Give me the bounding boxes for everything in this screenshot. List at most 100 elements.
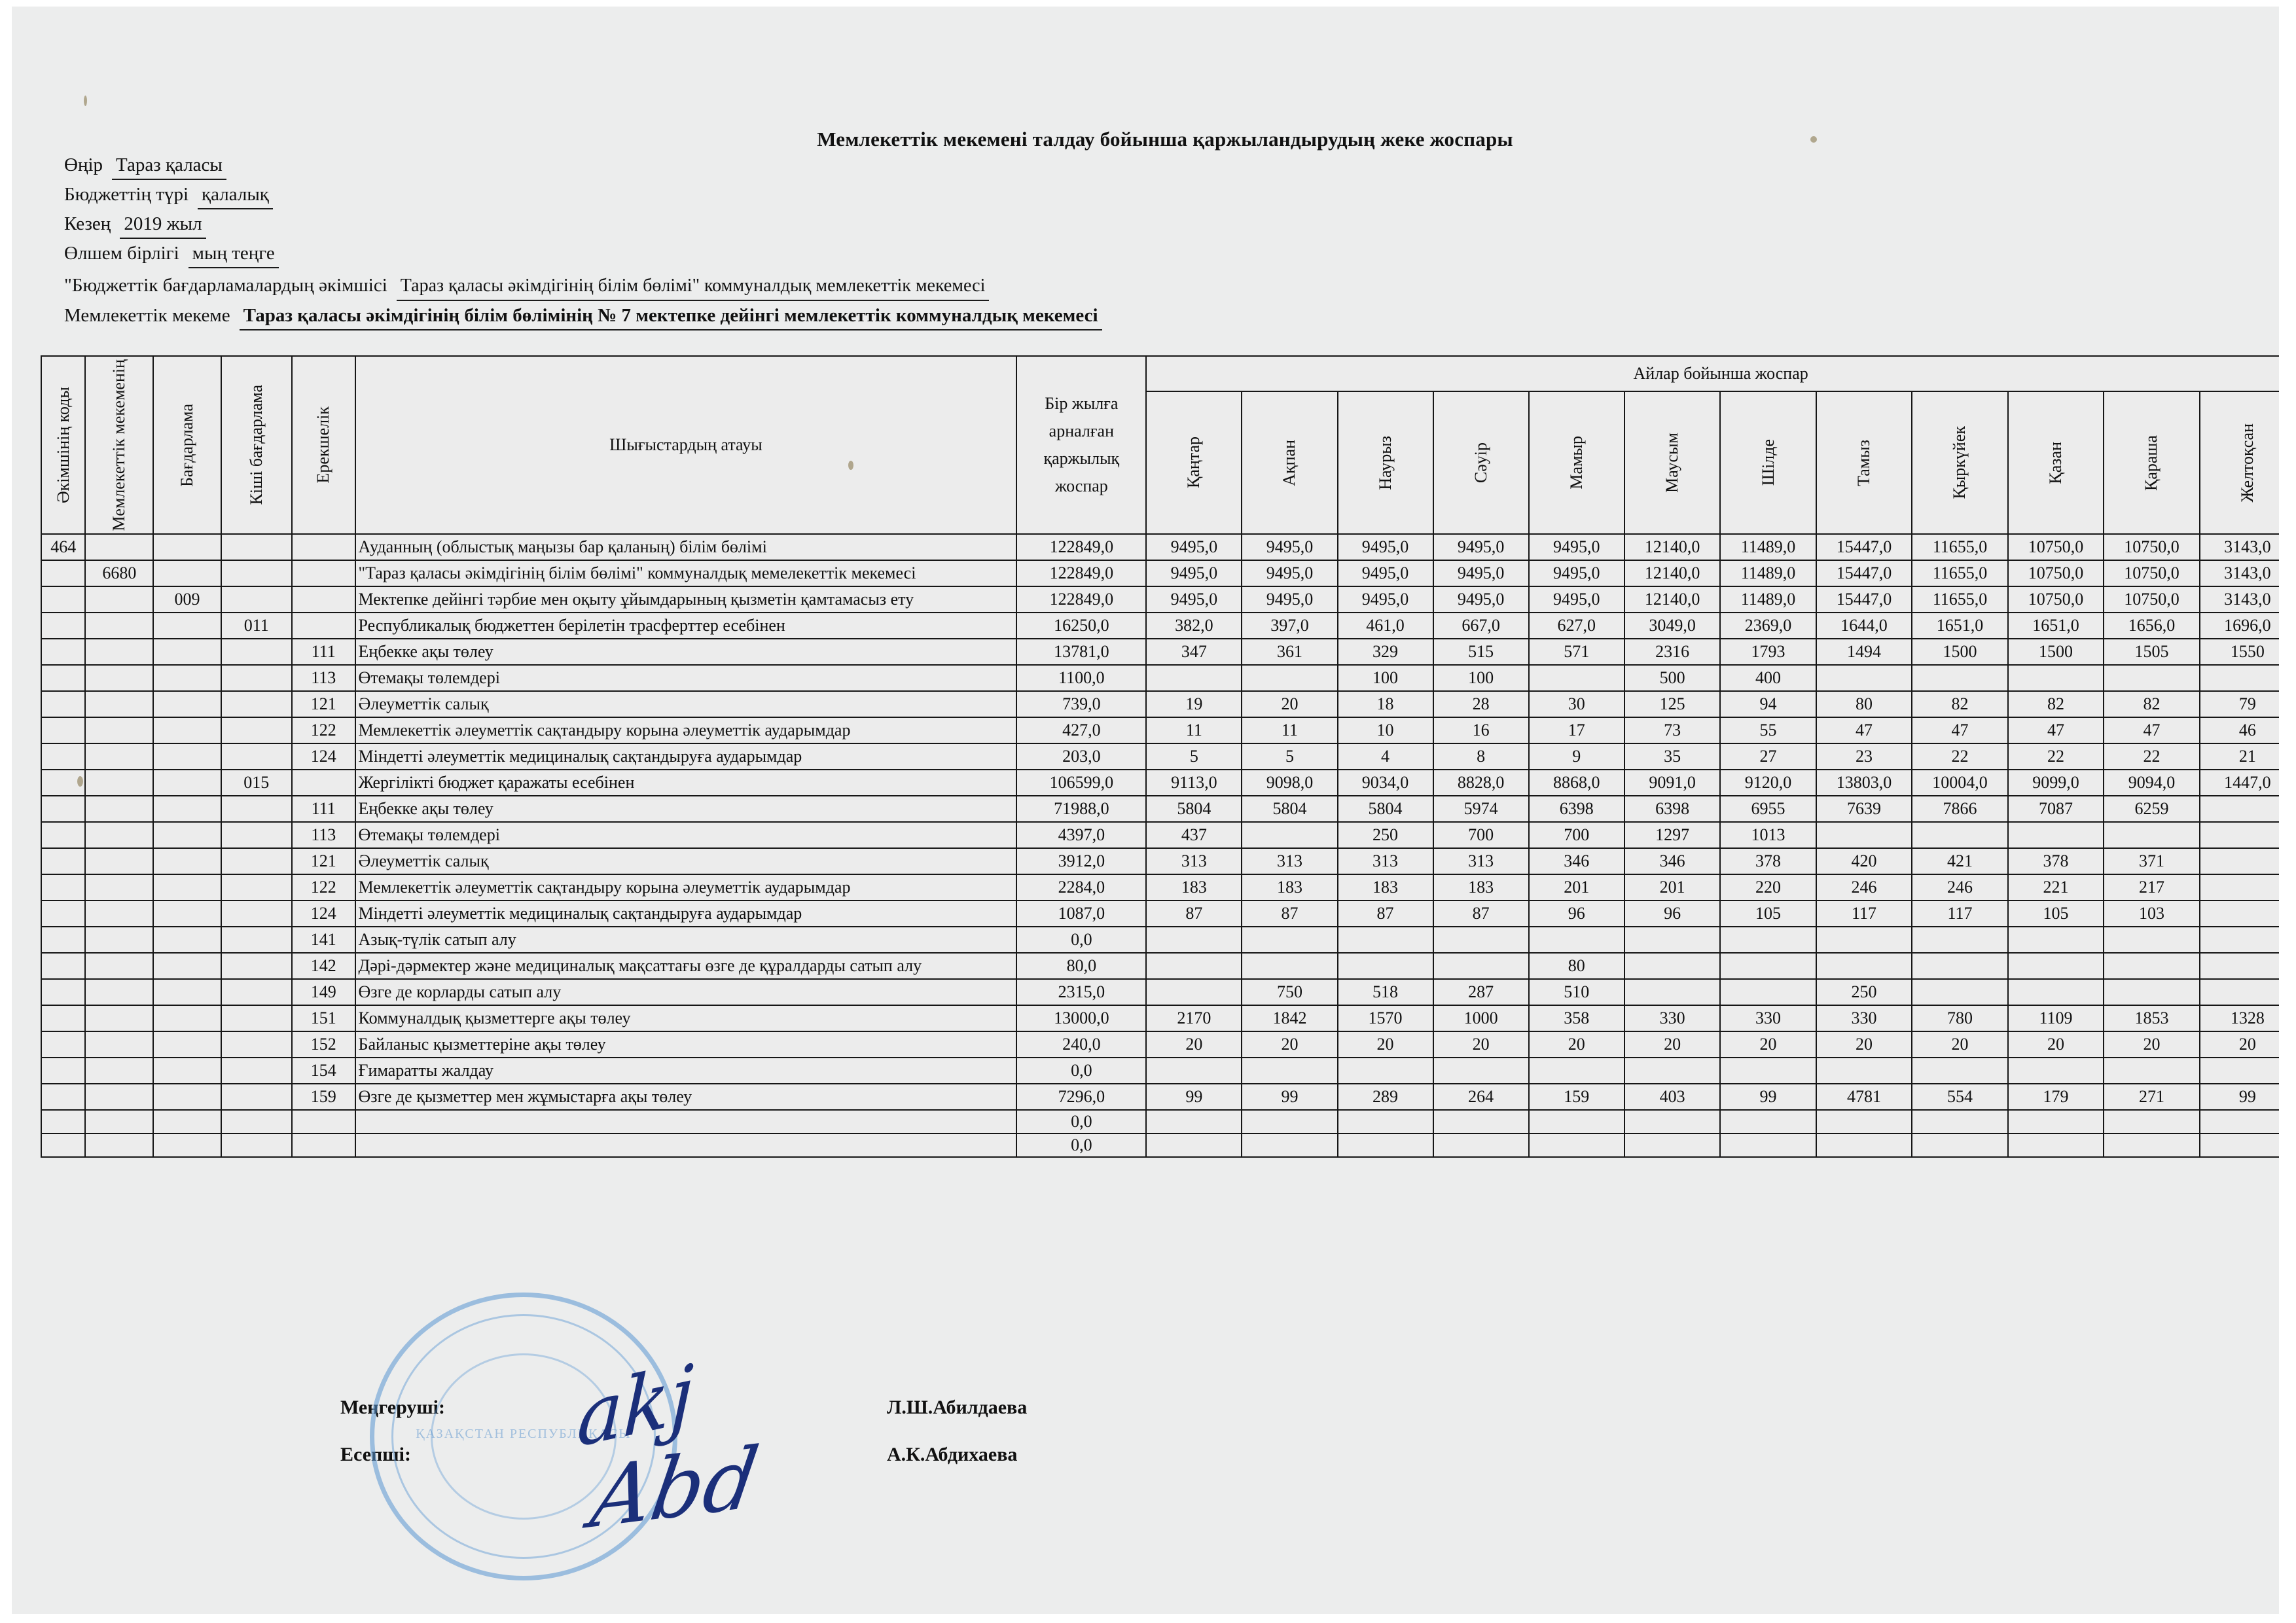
cell-month-3: 9034,0 — [1336, 769, 1434, 796]
cell-month-5: 9 — [1528, 743, 1625, 770]
cell-month-10 — [2007, 926, 2105, 954]
cell-month-4: 287 — [1432, 978, 1530, 1006]
cell-admin-code — [40, 821, 86, 849]
cell-month-9: 1500 — [1911, 638, 2009, 666]
cell-program — [152, 847, 222, 875]
cell-month-12 — [2198, 952, 2296, 980]
cell-month-12: 21 — [2198, 743, 2296, 770]
cell-subprogram — [220, 664, 293, 692]
cell-month-3: 461,0 — [1336, 612, 1434, 639]
cell-specificity — [291, 1109, 356, 1134]
cell-month-7 — [1719, 1057, 1817, 1084]
cell-month-11: 1505 — [2103, 638, 2200, 666]
cell-month-6 — [1623, 978, 1721, 1006]
cell-subprogram — [220, 1109, 293, 1134]
header-annual-plan: Бір жылға арналған қаржылық жоспар — [1016, 355, 1147, 535]
cell-admin-code: 464 — [40, 533, 86, 561]
cell-month-7: 9120,0 — [1719, 769, 1817, 796]
cell-month-2 — [1241, 821, 1338, 849]
cell-subprogram — [220, 1005, 293, 1032]
cell-month-12: 20 — [2198, 1031, 2296, 1058]
cell-annual-plan: 4397,0 — [1016, 821, 1147, 849]
cell-specificity: 121 — [291, 690, 356, 718]
cell-month-11: 10750,0 — [2103, 560, 2200, 587]
cell-month-4: 100 — [1432, 664, 1530, 692]
cell-month-6 — [1623, 952, 1721, 980]
table-row: 6680 "Тараз қаласы әкімдігінің білім бөлі… — [40, 560, 2296, 587]
table-row: 0,0 — [40, 1109, 2296, 1134]
cell-month-4 — [1432, 952, 1530, 980]
cell-state-institution — [84, 1031, 154, 1058]
cell-state-institution — [84, 717, 154, 744]
meta-administrator-value: Тараз қаласы әкімдігінің білім бөлімі" к… — [396, 273, 990, 301]
cell-month-9 — [1911, 1057, 2009, 1084]
cell-month-12: 1447,0 — [2198, 769, 2296, 796]
cell-month-7: 11489,0 — [1719, 586, 1817, 613]
cell-month-12 — [2198, 1133, 2296, 1158]
cell-specificity: 111 — [291, 795, 356, 823]
cell-month-3: 9495,0 — [1336, 533, 1434, 561]
cell-month-7: 20 — [1719, 1031, 1817, 1058]
cell-subprogram — [220, 1057, 293, 1084]
cell-program — [152, 743, 222, 770]
cell-month-4: 1000 — [1432, 1005, 1530, 1032]
header-month-6: Маусым — [1623, 391, 1721, 535]
cell-month-2: 20 — [1241, 690, 1338, 718]
cell-month-1: 9113,0 — [1145, 769, 1243, 796]
cell-admin-code — [40, 690, 86, 718]
cell-month-10: 22 — [2007, 743, 2105, 770]
cell-program — [152, 952, 222, 980]
cell-expense-name: Мемлекеттік әлеуметтік сақтандыру корына… — [354, 717, 1018, 744]
cell-month-1 — [1145, 1133, 1243, 1158]
cell-month-5: 700 — [1528, 821, 1625, 849]
cell-month-8 — [1815, 821, 1913, 849]
header-month-9: Қыркүйек — [1911, 391, 2009, 535]
cell-month-1: 9495,0 — [1145, 533, 1243, 561]
cell-specificity: 122 — [291, 874, 356, 901]
cell-month-11: 10750,0 — [2103, 586, 2200, 613]
cell-specificity: 113 — [291, 821, 356, 849]
financing-plan-table: Әкімшінің коды Мемлекеттік мекеменің Бағ… — [40, 355, 2296, 1158]
cell-month-12 — [2198, 664, 2296, 692]
cell-annual-plan: 7296,0 — [1016, 1083, 1147, 1111]
cell-month-12: 1328 — [2198, 1005, 2296, 1032]
cell-expense-name: Мектепке дейінгі тәрбие мен оқыту ұйымда… — [354, 586, 1018, 613]
table-row: 113 Өтемақы төлемдері 1100,0 100 100 500 400 — [40, 664, 2296, 692]
meta-budget-type-label: Бюджеттің түрі — [64, 184, 189, 205]
cell-program — [152, 1083, 222, 1111]
cell-month-6: 12140,0 — [1623, 560, 1721, 587]
cell-state-institution: 6680 — [84, 560, 154, 587]
cell-annual-plan: 13781,0 — [1016, 638, 1147, 666]
cell-admin-code — [40, 1031, 86, 1058]
cell-month-7: 94 — [1719, 690, 1817, 718]
cell-state-institution — [84, 664, 154, 692]
cell-month-4: 313 — [1432, 847, 1530, 875]
cell-month-10: 1500 — [2007, 638, 2105, 666]
table-row: 142 Дәрі-дәрмектер және медициналық мақса… — [40, 952, 2296, 980]
cell-month-1: 19 — [1145, 690, 1243, 718]
cell-month-4: 183 — [1432, 874, 1530, 901]
cell-month-5: 6398 — [1528, 795, 1625, 823]
cell-month-5: 96 — [1528, 900, 1625, 927]
cell-subprogram — [220, 821, 293, 849]
cell-month-10: 105 — [2007, 900, 2105, 927]
cell-month-9 — [1911, 1133, 2009, 1158]
cell-month-8: 13803,0 — [1815, 769, 1913, 796]
cell-month-8 — [1815, 1109, 1913, 1134]
cell-month-11: 20 — [2103, 1031, 2200, 1058]
cell-month-8 — [1815, 1133, 1913, 1158]
cell-admin-code — [40, 743, 86, 770]
cell-month-2: 99 — [1241, 1083, 1338, 1111]
table-row: 151 Коммуналдық қызметтерге ақы төлеу 1300… — [40, 1005, 2296, 1032]
cell-month-11 — [2103, 821, 2200, 849]
cell-month-3: 18 — [1336, 690, 1434, 718]
cell-state-institution — [84, 926, 154, 954]
cell-month-9: 246 — [1911, 874, 2009, 901]
cell-month-5: 346 — [1528, 847, 1625, 875]
header-month-label: Сәуір — [1471, 442, 1490, 484]
table-body: 464 Ауданның (облыстық маңызы бар қаланың… — [40, 533, 2296, 1158]
cell-month-2: 20 — [1241, 1031, 1338, 1058]
cell-month-9: 22 — [1911, 743, 2009, 770]
meta-administrator-label: "Бюджеттік бағдарламалардың әкімшісі — [64, 275, 387, 296]
cell-specificity — [291, 1133, 356, 1158]
